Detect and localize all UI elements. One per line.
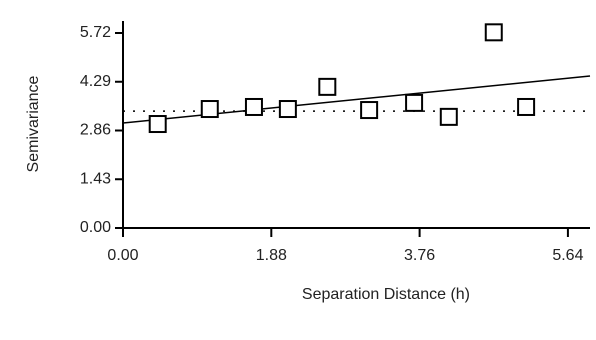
point bbox=[405, 93, 424, 112]
point bbox=[439, 107, 458, 126]
y-axis-label: Semivariance bbox=[25, 75, 42, 172]
point bbox=[484, 23, 503, 42]
x-tick-label: 0.00 bbox=[107, 247, 138, 264]
point bbox=[278, 100, 297, 119]
point bbox=[318, 77, 337, 96]
y-tick-label: 4.29 bbox=[80, 73, 111, 90]
y-tick-label: 5.72 bbox=[80, 24, 111, 41]
point bbox=[200, 100, 219, 119]
x-tick-label: 3.76 bbox=[404, 247, 435, 264]
x-tick-label: 1.88 bbox=[256, 247, 287, 264]
y-tick-label: 1.43 bbox=[80, 170, 111, 187]
x-axis-label: Separation Distance (h) bbox=[302, 286, 470, 303]
point bbox=[517, 97, 536, 116]
x-tick-label: 5.64 bbox=[552, 247, 583, 264]
point bbox=[360, 101, 379, 120]
point bbox=[148, 115, 167, 134]
point bbox=[244, 97, 263, 116]
y-tick-label: 0.00 bbox=[80, 219, 111, 236]
y-tick-label: 2.86 bbox=[80, 122, 111, 139]
